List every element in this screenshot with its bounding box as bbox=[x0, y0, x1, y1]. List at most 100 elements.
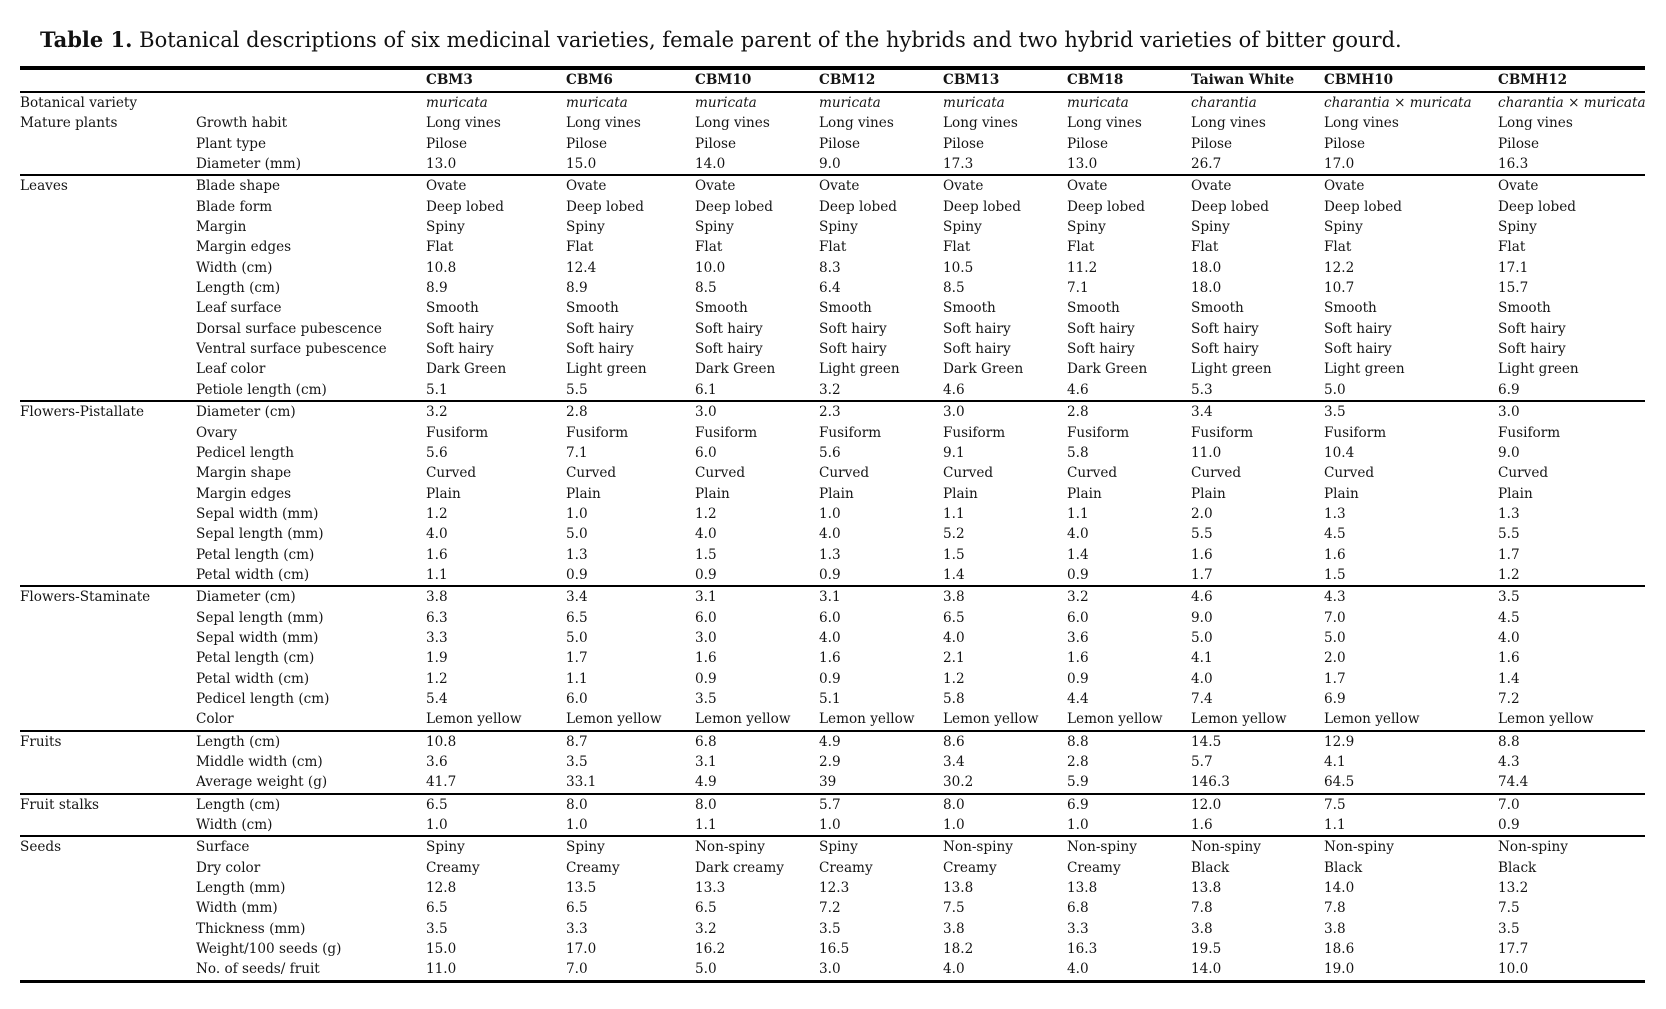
value-cell: Flat bbox=[819, 239, 847, 256]
value-cell: 1.3 bbox=[566, 546, 588, 563]
table-row: Leaf surface Smooth Smooth Smooth Smooth Smoo… bbox=[20, 298, 1645, 318]
value-cell: Dark Green bbox=[426, 361, 507, 378]
value-cell: 6.4 bbox=[819, 280, 841, 297]
value-cell: Non-spiny bbox=[1191, 835, 1324, 858]
value-cell: 5.0 bbox=[695, 961, 717, 978]
value-cell: 9.0 bbox=[819, 156, 841, 173]
table-caption-text: Botanical descriptions of six medicinal … bbox=[139, 28, 1402, 52]
value-cell: 13.0 bbox=[426, 156, 457, 173]
value-cell: Soft hairy bbox=[943, 320, 1011, 337]
value-cell: 1.0 bbox=[1067, 817, 1089, 834]
value-cell: Soft hairy bbox=[1067, 320, 1135, 337]
value-cell: 1.0 bbox=[819, 505, 841, 522]
value-cell: Spiny bbox=[819, 835, 943, 858]
value-cell: Curved bbox=[819, 465, 870, 482]
value-cell: Spiny bbox=[943, 219, 982, 236]
value-cell: 4.0 bbox=[943, 629, 965, 646]
value-cell: Spiny bbox=[566, 219, 605, 236]
value-cell: 4.5 bbox=[1324, 526, 1346, 543]
value-cell: Light green bbox=[1324, 361, 1405, 378]
attribute-label: Petal width (cm) bbox=[196, 566, 310, 583]
value-cell: Soft hairy bbox=[695, 320, 763, 337]
value-cell: 6.0 bbox=[1067, 609, 1089, 626]
column-header: CBM13 bbox=[943, 66, 1067, 93]
value-cell: 17.1 bbox=[1498, 259, 1529, 276]
value-cell: Ovate bbox=[1191, 174, 1324, 197]
value-cell: 0.9 bbox=[819, 670, 841, 687]
value-cell: Soft hairy bbox=[819, 341, 887, 358]
table-row: Sepal length (mm) 4.0 5.0 4.0 4.0 5.2 4.0 5.5 4.… bbox=[20, 524, 1645, 544]
value-cell: 14.0 bbox=[695, 156, 726, 173]
attribute-label: Dry color bbox=[196, 859, 261, 876]
value-cell: 1.0 bbox=[566, 505, 588, 522]
value-cell: Non-spiny bbox=[1498, 835, 1645, 858]
table-row: Botanical variety muricata muricata muricat… bbox=[20, 92, 1645, 113]
value-cell: 11.0 bbox=[426, 961, 457, 978]
value-cell: 10.8 bbox=[426, 729, 566, 752]
value-cell: 13.5 bbox=[566, 880, 597, 897]
value-cell: 1.6 bbox=[1067, 650, 1089, 667]
value-cell: 5.7 bbox=[819, 792, 943, 816]
value-cell: Plain bbox=[819, 485, 854, 502]
value-cell: 10.4 bbox=[1324, 444, 1355, 461]
attribute-label: Sepal width (mm) bbox=[196, 629, 319, 646]
value-cell: 3.5 bbox=[1324, 400, 1498, 423]
attribute-label: Length (cm) bbox=[196, 729, 426, 752]
value-cell: 0.9 bbox=[695, 670, 717, 687]
column-header: CBM12 bbox=[819, 66, 943, 93]
attribute-label: Pedicel length (cm) bbox=[196, 690, 330, 707]
value-cell: 8.8 bbox=[1498, 729, 1645, 752]
table-row: Width (cm) 1.0 1.0 1.1 1.0 1.0 1.0 1.6 1.1 0.9 bbox=[20, 815, 1645, 836]
attribute-label: Length (cm) bbox=[196, 280, 281, 297]
value-cell: Deep lobed bbox=[566, 198, 644, 215]
table-row: Petal width (cm) 1.2 1.1 0.9 0.9 1.2 0.9 4.0 1.7… bbox=[20, 669, 1645, 689]
value-cell: Soft hairy bbox=[426, 341, 494, 358]
group-label: Botanical variety bbox=[20, 95, 138, 111]
value-cell: 2.9 bbox=[819, 754, 841, 770]
value-cell: 8.5 bbox=[695, 280, 717, 297]
value-cell: Soft hairy bbox=[1324, 341, 1392, 358]
value-cell: 1.6 bbox=[1191, 817, 1213, 834]
value-cell: 4.1 bbox=[1324, 754, 1346, 770]
value-cell: 8.0 bbox=[566, 792, 695, 816]
value-cell: charantia bbox=[1191, 95, 1257, 111]
table-row: Dorsal surface pubescence Soft hairy Soft … bbox=[20, 319, 1645, 339]
table-row: Margin Spiny Spiny Spiny Spiny Spiny Spiny Spin… bbox=[20, 217, 1645, 237]
value-cell: Fusiform bbox=[1067, 424, 1130, 441]
table-caption: Table 1. Botanical descriptions of six m… bbox=[40, 25, 1402, 55]
column-header: CBM6 bbox=[566, 66, 695, 93]
value-cell: Pilose bbox=[426, 135, 468, 152]
value-cell: 11.0 bbox=[1191, 444, 1222, 461]
table-row: Thickness (mm) 3.5 3.3 3.2 3.5 3.8 3.3 3.8 3.8 3.… bbox=[20, 919, 1645, 939]
group-label: Flowers-Pistallate bbox=[20, 400, 196, 587]
attribute-label: Color bbox=[196, 711, 234, 728]
value-cell: Smooth bbox=[819, 300, 872, 317]
table-row: Middle width (cm) 3.6 3.5 3.1 2.9 3.4 2.8 5.7 4.… bbox=[20, 752, 1645, 772]
value-cell: 8.3 bbox=[819, 259, 841, 276]
value-cell: 7.4 bbox=[1191, 690, 1213, 707]
table-row: Diameter (mm) 13.0 15.0 14.0 9.0 17.3 13.0 26.7… bbox=[20, 154, 1645, 175]
value-cell: 19.5 bbox=[1191, 941, 1222, 958]
value-cell: 6.1 bbox=[695, 381, 717, 398]
table-row: Sepal width (mm) 1.2 1.0 1.2 1.0 1.1 1.1 2.0 1.3… bbox=[20, 504, 1645, 524]
value-cell: 3.4 bbox=[1191, 400, 1324, 423]
value-cell: 8.5 bbox=[943, 280, 965, 297]
table-row: Pedicel length (cm) 5.4 6.0 3.5 5.1 5.8 4.4 7.4… bbox=[20, 689, 1645, 709]
attribute-label: Thickness (mm) bbox=[196, 920, 306, 937]
value-cell: 17.7 bbox=[1498, 941, 1529, 958]
value-cell: 1.2 bbox=[695, 505, 717, 522]
value-cell: 2.3 bbox=[819, 400, 943, 423]
value-cell: 5.8 bbox=[1067, 444, 1089, 461]
value-cell: 5.0 bbox=[1324, 381, 1346, 398]
table-row: Leaves Blade shape Ovate Ovate Ovate Ovate Ova… bbox=[20, 174, 1645, 402]
value-cell: 2.1 bbox=[943, 650, 965, 667]
value-cell: 5.4 bbox=[426, 690, 448, 707]
value-cell: Plain bbox=[426, 485, 461, 502]
value-cell: 17.0 bbox=[566, 941, 597, 958]
value-cell: 1.1 bbox=[566, 670, 588, 687]
value-cell: 3.2 bbox=[1067, 585, 1191, 608]
value-cell: Long vines bbox=[1191, 115, 1266, 132]
value-cell: 1.3 bbox=[1324, 505, 1346, 522]
value-cell: 1.5 bbox=[695, 546, 717, 563]
